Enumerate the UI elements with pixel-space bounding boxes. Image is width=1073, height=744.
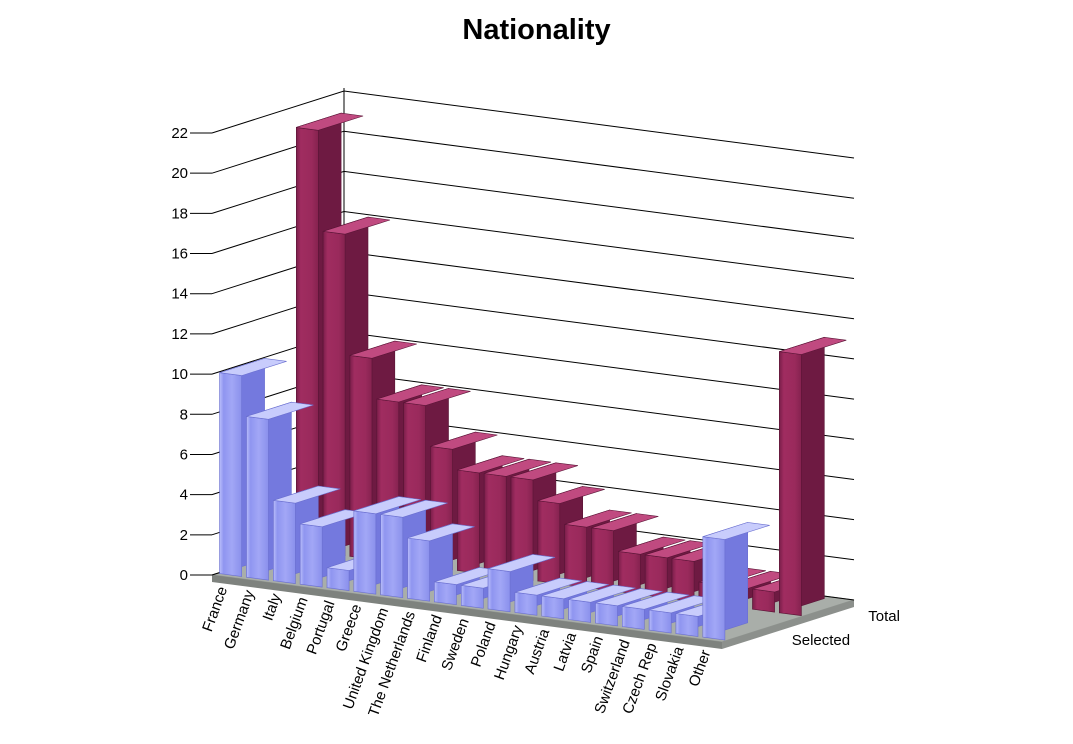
bar-selected-hungary — [514, 577, 582, 616]
y-tick-label: 8 — [180, 406, 188, 423]
y-tick-label: 14 — [171, 286, 188, 303]
y-tick-label: 2 — [180, 527, 188, 544]
bar-selected-other — [702, 521, 770, 641]
bar-selected-united-kingdom — [380, 499, 448, 599]
bar-total-hungary — [591, 513, 659, 592]
x-tick-label: Austria — [521, 626, 553, 676]
x-tick-label: Spain — [578, 634, 607, 676]
bar-selected-switzerland — [621, 591, 690, 630]
x-tick-label: Poland — [468, 620, 500, 670]
y-tick-label: 6 — [180, 446, 188, 463]
y-tick-label: 10 — [171, 366, 188, 383]
y-tick-label: 16 — [171, 246, 188, 263]
bar-selected-italy — [273, 485, 341, 584]
y-tick-label: 4 — [180, 487, 188, 504]
bar-selected-spain — [595, 588, 663, 627]
y-tick-label: 20 — [171, 165, 188, 182]
x-tick-label: Other — [686, 648, 715, 689]
x-tick-label: Latvia — [550, 630, 580, 674]
bar-total-other — [779, 336, 847, 616]
chart-floor-edge — [212, 575, 722, 649]
y-tick-label: 18 — [171, 205, 188, 222]
chart-title: Nationality — [462, 14, 611, 46]
series-label-selected: Selected — [792, 632, 850, 649]
x-tick-label: France — [199, 584, 231, 634]
y-tick-label: 0 — [180, 567, 188, 584]
y-tick-label: 22 — [171, 125, 188, 142]
x-tick-label: Italy — [259, 591, 285, 623]
y-tick-label: 12 — [171, 326, 188, 343]
series-label-total: Total — [868, 608, 900, 625]
chart-floor-edge-right — [722, 600, 854, 649]
